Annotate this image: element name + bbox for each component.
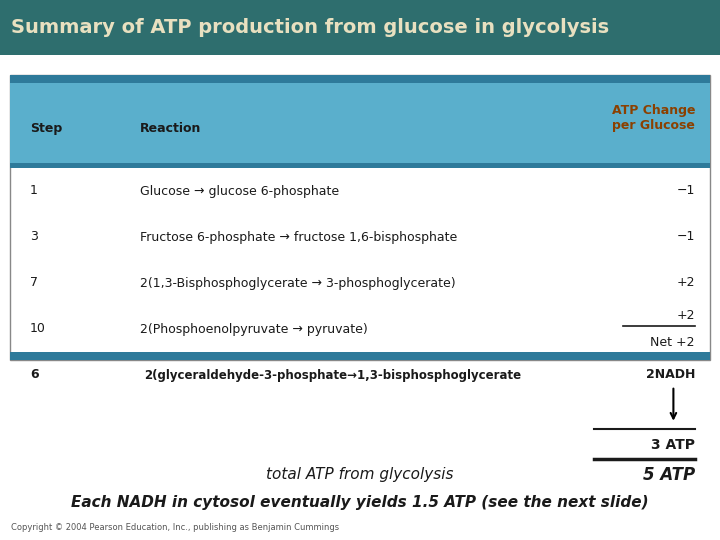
Text: −1: −1 xyxy=(677,185,695,198)
Text: Fructose 6-phosphate → fructose 1,6-bisphosphate: Fructose 6-phosphate → fructose 1,6-bisp… xyxy=(140,231,457,244)
Text: 2NADH: 2NADH xyxy=(646,368,695,381)
Text: +2: +2 xyxy=(677,276,695,289)
Text: Glucose → glucose 6-phosphate: Glucose → glucose 6-phosphate xyxy=(140,185,339,198)
Text: Step: Step xyxy=(30,122,62,135)
Text: +2: +2 xyxy=(677,309,695,322)
Text: ATP Change
per Glucose: ATP Change per Glucose xyxy=(611,104,695,132)
Text: Reaction: Reaction xyxy=(140,122,202,135)
Text: 10: 10 xyxy=(30,322,46,335)
Text: Summary of ATP production from glucose in glycolysis: Summary of ATP production from glucose i… xyxy=(11,18,609,37)
Text: 5 ATP: 5 ATP xyxy=(643,466,695,484)
Text: 2(1,3-Bisphosphoglycerate → 3-phosphoglycerate): 2(1,3-Bisphosphoglycerate → 3-phosphogly… xyxy=(140,276,456,289)
Text: Copyright © 2004 Pearson Education, Inc., publishing as Benjamin Cummings: Copyright © 2004 Pearson Education, Inc.… xyxy=(11,523,339,531)
Text: 2(Phosphoenolpyruvate → pyruvate): 2(Phosphoenolpyruvate → pyruvate) xyxy=(140,322,368,335)
Text: 7: 7 xyxy=(30,276,38,289)
Text: 3 ATP: 3 ATP xyxy=(651,438,695,452)
Text: 2(glyceraldehyde-3-phosphate→1,3-bisphosphoglycerate: 2(glyceraldehyde-3-phosphate→1,3-bisphos… xyxy=(144,368,521,381)
Text: Net +2: Net +2 xyxy=(650,336,695,349)
Text: 1: 1 xyxy=(30,185,38,198)
Text: total ATP from glycolysis: total ATP from glycolysis xyxy=(266,468,454,483)
Text: 3: 3 xyxy=(30,231,38,244)
Text: 6: 6 xyxy=(30,368,39,381)
Text: −1: −1 xyxy=(677,231,695,244)
Text: Each NADH in cytosol eventually yields 1.5 ATP (see the next slide): Each NADH in cytosol eventually yields 1… xyxy=(71,496,649,510)
